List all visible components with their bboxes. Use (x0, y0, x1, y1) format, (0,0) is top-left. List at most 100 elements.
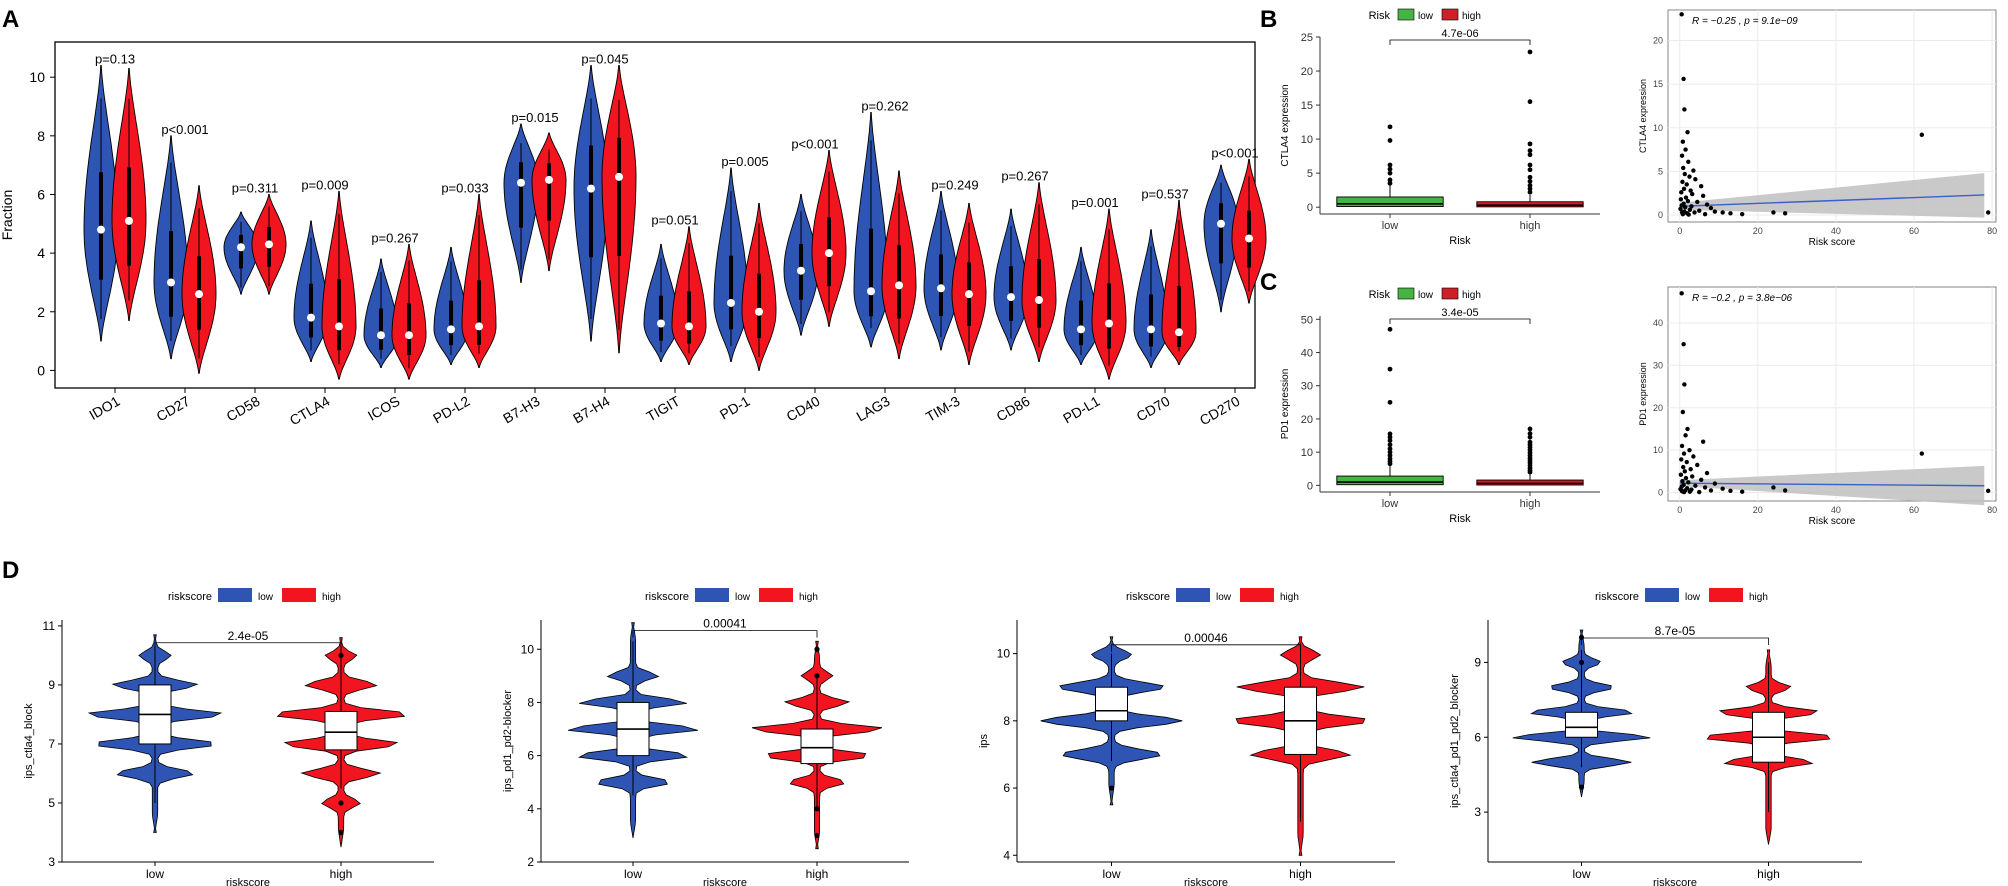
x-axis-label: riskscore (1653, 877, 1697, 886)
scatter-point (1687, 489, 1693, 494)
outlier-point (1387, 162, 1393, 168)
scatter-point (1782, 211, 1788, 216)
x-tick-label: 60 (1909, 226, 1919, 236)
y-tick-label: 40 (1301, 348, 1313, 360)
y-tick-label-a: 6 (37, 186, 45, 202)
y-tick-label: 10 (1301, 134, 1313, 146)
comparison-bracket (1389, 318, 1531, 324)
legend-key-high (1240, 588, 1274, 602)
median-point (895, 281, 903, 290)
scatter-point (1683, 433, 1688, 438)
scatter-point (1704, 202, 1710, 207)
y-tick-label: 5 (1307, 168, 1313, 180)
x-tick-label: low (146, 867, 164, 881)
scatter-point (1697, 489, 1702, 495)
p-value-label: p=0.262 (861, 98, 908, 113)
scatter-point (1679, 457, 1684, 462)
median-point (755, 307, 763, 316)
outlier-point (1527, 439, 1533, 445)
scatter-point (1679, 203, 1684, 208)
legend-key-high (759, 588, 793, 602)
correlation-annotation: R = −0.25 , p = 9.1e−09 (1692, 16, 1798, 27)
legend-label-low: low (1216, 592, 1232, 603)
box-low (1336, 196, 1444, 207)
median-point (1077, 325, 1085, 334)
outlier-point (1527, 99, 1533, 105)
comparison-p-value: 4.7e-06 (1441, 28, 1478, 40)
x-tick-label: 80 (1987, 505, 1997, 515)
x-axis-label: riskscore (703, 877, 747, 886)
p-value-label: p=0.001 (1071, 195, 1118, 210)
outlier-point (1527, 162, 1533, 168)
y-tick-label-a: 0 (37, 362, 45, 378)
legend-title: riskscore (1126, 591, 1170, 603)
y-tick-label: 30 (1653, 360, 1663, 370)
outlier-point (1387, 124, 1393, 130)
scatter-point (1680, 478, 1685, 484)
outlier-point (1527, 431, 1533, 436)
outlier-point (1578, 659, 1585, 666)
median-point (125, 216, 133, 225)
median-point (335, 322, 343, 331)
scatter-point (1691, 168, 1696, 173)
median-point (405, 331, 413, 340)
scatter-point (1682, 171, 1687, 177)
x-tick-label-a: CD270 (1197, 393, 1243, 429)
x-tick-label: 40 (1831, 226, 1841, 236)
p-value-label: p=0.267 (1001, 169, 1048, 184)
scatter-point (1712, 481, 1718, 486)
scatter-point (1681, 464, 1686, 470)
median-point (797, 266, 805, 275)
legend-label-low: low (1418, 290, 1434, 301)
scatter-point (1712, 209, 1718, 214)
y-tick-label: 20 (1653, 403, 1663, 413)
x-tick-label: low (1102, 867, 1120, 881)
scatter-point (1985, 488, 1991, 494)
p-value-label: p=0.267 (371, 230, 418, 245)
legend-key-low (218, 588, 252, 602)
y-tick-label: 6 (1003, 781, 1010, 795)
x-tick-label-a: CTLA4 (287, 393, 333, 429)
scatter-point (1678, 197, 1684, 202)
x-tick-label-a: CD40 (783, 393, 822, 425)
outlier-point (1387, 431, 1393, 437)
scatter-point (1695, 199, 1700, 205)
outlier-point (1527, 148, 1533, 154)
y-tick-label: 10 (1653, 445, 1663, 455)
p-value-label: p=0.015 (511, 110, 558, 125)
comparison-bracket (154, 642, 342, 650)
scatter-point (1679, 153, 1685, 158)
y-tick-label-a: 8 (37, 128, 45, 144)
legend-label-high: high (1280, 592, 1299, 603)
x-tick-label-a: CD58 (223, 393, 262, 425)
legend-label-low: low (735, 592, 751, 603)
y-tick-label: 2 (527, 855, 534, 869)
scatter-point (1689, 204, 1694, 209)
scatter-point (1720, 210, 1725, 215)
y-axis-label: PD1 expression (1280, 369, 1291, 440)
scatter-point (1679, 443, 1685, 449)
x-axis-label: Risk score (1809, 516, 1856, 527)
x-tick-label: 80 (1987, 226, 1997, 236)
x-tick-label: 40 (1831, 505, 1841, 515)
scatter-point (1681, 489, 1687, 495)
scatter-point (1771, 210, 1776, 215)
x-tick-label: 60 (1909, 505, 1919, 515)
y-tick-label-a: 10 (29, 69, 45, 85)
legend-label-high: high (1749, 592, 1768, 603)
scatter-point (1919, 132, 1925, 137)
y-tick-label: 15 (1653, 79, 1663, 89)
outlier-point (1108, 785, 1115, 791)
y-tick-label: 9 (48, 678, 55, 692)
scatter-point (1679, 12, 1684, 17)
scatter-point (1728, 211, 1733, 216)
scatter-point (1919, 451, 1925, 456)
legend-key-high (1441, 287, 1459, 300)
x-tick-label: low (1382, 498, 1399, 510)
median-point (1245, 234, 1253, 243)
y-tick-label: 6 (1474, 730, 1481, 744)
scatter-point (1698, 184, 1704, 189)
x-tick-label: 20 (1753, 226, 1763, 236)
scatter-point (1681, 451, 1687, 456)
scatter-point (1771, 485, 1776, 490)
